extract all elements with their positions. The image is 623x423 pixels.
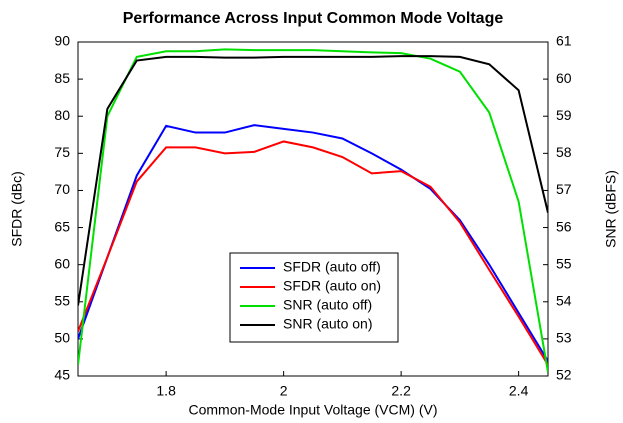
y2-tick-label: 54 xyxy=(556,292,572,308)
y2-tick-label: 56 xyxy=(556,218,572,234)
series-line xyxy=(78,55,548,306)
y-tick-label: 50 xyxy=(54,330,70,346)
y2-axis-label: SNR (dBFS) xyxy=(603,170,619,248)
legend-label: SFDR (auto on) xyxy=(283,278,381,294)
y2-tick-label: 55 xyxy=(556,255,572,271)
series-line xyxy=(78,140,548,366)
y-tick-label: 60 xyxy=(54,255,70,271)
y-tick-label: 70 xyxy=(54,181,70,197)
series-line xyxy=(78,124,548,362)
y2-tick-label: 57 xyxy=(556,181,572,197)
x-axis-label: Common-Mode Input Voltage (VCM) (V) xyxy=(189,402,438,418)
y2-tick-label: 53 xyxy=(556,330,572,346)
y-tick-label: 45 xyxy=(54,367,70,383)
y-tick-label: 90 xyxy=(54,33,70,49)
x-tick-label: 2.2 xyxy=(391,383,411,399)
legend-label: SNR (auto on) xyxy=(283,316,372,332)
y-tick-label: 80 xyxy=(54,107,70,123)
y2-tick-label: 60 xyxy=(556,70,572,86)
y2-tick-label: 59 xyxy=(556,107,572,123)
y-tick-label: 85 xyxy=(54,70,70,86)
series-line xyxy=(78,48,548,373)
y-tick-label: 75 xyxy=(54,144,70,160)
x-tick-label: 2.4 xyxy=(509,383,529,399)
legend-label: SNR (auto off) xyxy=(283,297,372,313)
y2-tick-label: 58 xyxy=(556,144,572,160)
chart-title: Performance Across Input Common Mode Vol… xyxy=(123,10,504,27)
x-tick-label: 2 xyxy=(280,383,288,399)
y-tick-label: 55 xyxy=(54,292,70,308)
y-tick-label: 65 xyxy=(54,218,70,234)
legend-label: SFDR (auto off) xyxy=(283,259,381,275)
y-axis-label: SFDR (dBc) xyxy=(9,171,25,246)
y2-tick-label: 61 xyxy=(556,33,572,49)
x-tick-label: 1.8 xyxy=(156,383,176,399)
y2-tick-label: 52 xyxy=(556,367,572,383)
